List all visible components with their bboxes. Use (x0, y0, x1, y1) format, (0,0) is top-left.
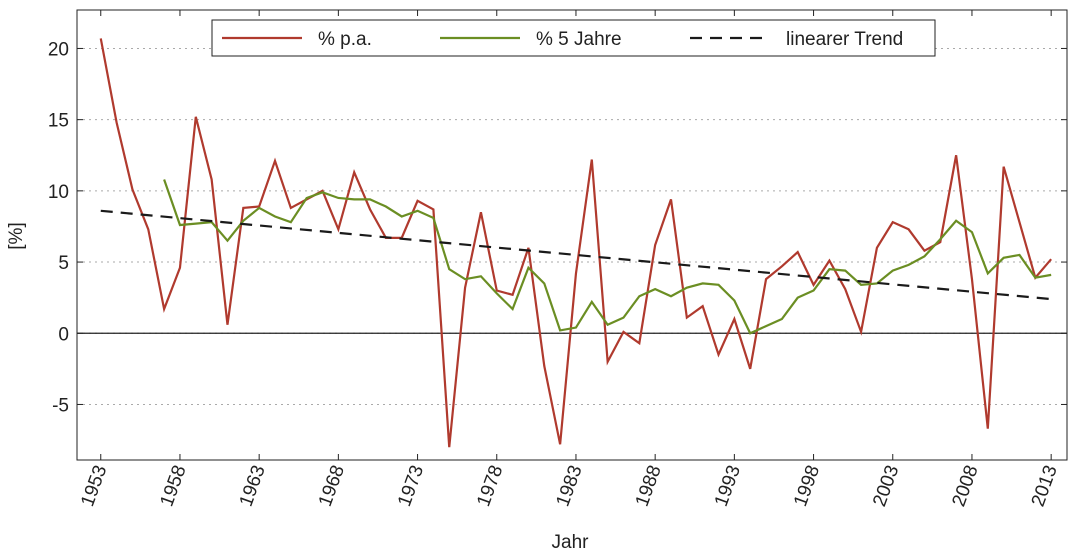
x-tick-label: 2003 (869, 463, 903, 510)
y-tick-label: 10 (48, 182, 69, 203)
x-tick-label: 2013 (1028, 463, 1062, 510)
x-tick-label: 1993 (711, 463, 745, 510)
x-tick-label: 1968 (315, 463, 349, 510)
x-tick-label: 1978 (473, 463, 507, 510)
series-line (99, 38, 1052, 448)
y-tick-label: 5 (58, 253, 69, 274)
x-tick-label: 1998 (790, 463, 824, 510)
y-tick-label: 20 (48, 39, 69, 60)
legend-box (211, 19, 936, 57)
series-line (100, 209, 1052, 301)
x-axis-label: Jahr (552, 532, 590, 553)
x-tick-label: 1953 (77, 463, 111, 510)
x-tick-label: 1973 (394, 463, 428, 510)
y-tick-label: 0 (58, 324, 69, 345)
legend-label: % 5 Jahre (536, 29, 622, 50)
series-line (163, 179, 1052, 335)
legend-label: % p.a. (318, 29, 372, 50)
x-tick-label: 1963 (236, 463, 270, 510)
y-axis-label: [%] (6, 222, 27, 249)
x-tick-label: 1988 (632, 463, 666, 510)
x-tick-label: 1958 (156, 463, 190, 510)
x-tick-label: 1983 (552, 463, 586, 510)
y-tick-label: 15 (48, 111, 69, 132)
plot-frame (76, 9, 1068, 461)
legend-label: linearer Trend (786, 29, 903, 50)
x-tick-label: 2008 (948, 463, 982, 510)
y-tick-label: -5 (52, 395, 69, 416)
